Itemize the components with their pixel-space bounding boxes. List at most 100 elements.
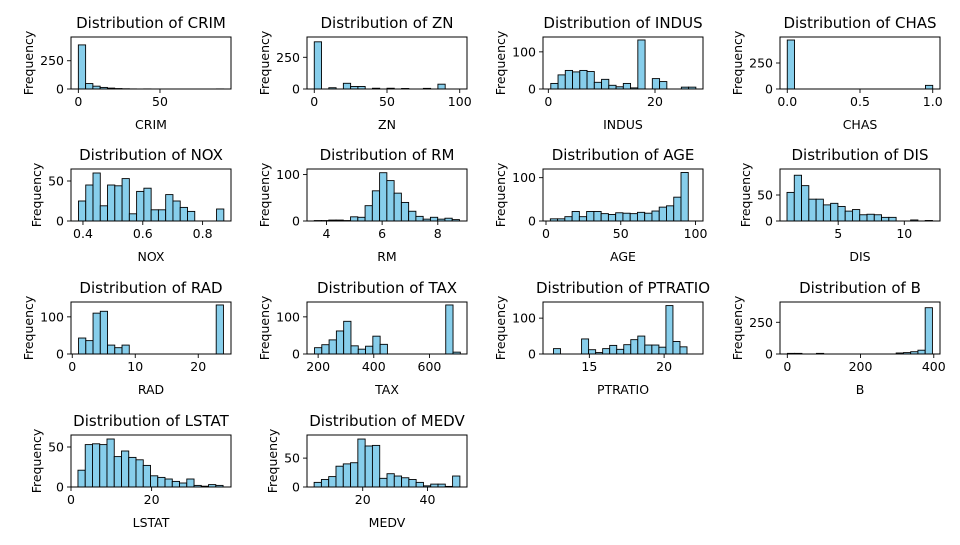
chart-2-bar	[572, 71, 581, 90]
chart-7-bar	[801, 185, 810, 222]
chart-3-ylabel: Frequency	[730, 30, 745, 95]
chart-12-axes-frame	[70, 434, 232, 488]
chart-10-bar	[665, 305, 674, 355]
chart-5-bar	[364, 205, 373, 222]
chart-6-ytick-label: 0	[528, 214, 536, 229]
chart-9-xtick-label: 400	[362, 359, 386, 374]
chart-3-xtick-label: 0.5	[850, 94, 870, 109]
chart-2-xlabel: INDUS	[603, 117, 643, 132]
chart-12-bar	[164, 478, 173, 488]
chart-13-xtick-label: 20	[355, 492, 371, 507]
chart-4-bar	[107, 184, 116, 222]
chart-5-xtick-label: 6	[378, 226, 386, 241]
chart-13-bar	[320, 479, 330, 488]
chart-9-bar	[379, 343, 388, 355]
chart-10-axes-frame	[542, 301, 704, 355]
chart-4-bar	[114, 185, 123, 222]
chart-12-bar	[150, 475, 159, 488]
chart-3-bar	[925, 84, 934, 90]
chart-12-bar	[99, 444, 108, 488]
chart-5-xtick-label: 8	[434, 226, 442, 241]
chart-10-bar	[581, 338, 590, 355]
chart-13-bar	[342, 463, 352, 488]
chart-12-bar	[77, 469, 86, 488]
chart-2-xtick-label: 20	[647, 94, 663, 109]
chart-7-bar	[786, 191, 795, 222]
chart-10-bar	[588, 349, 597, 355]
chart-0-axes-frame	[70, 36, 232, 90]
chart-1-xtick-label: 100	[448, 94, 472, 109]
chart-2-ytick-label: 100	[512, 44, 536, 59]
chart-7-ylabel: Frequency	[738, 162, 753, 227]
chart-6-bar	[651, 210, 660, 222]
chart-13-xtick-label: 40	[420, 492, 436, 507]
chart-2-axes-frame	[542, 36, 704, 90]
chart-7-bar	[873, 214, 883, 222]
chart-13-axes-frame	[306, 434, 468, 488]
chart-4-xtick-label: 0.6	[133, 226, 153, 241]
chart-3-ytick-label: 0	[765, 82, 773, 97]
chart-12-bar	[121, 450, 130, 488]
chart-10-bar	[623, 344, 632, 355]
chart-1-ytick-label: 250	[276, 50, 300, 65]
chart-2-bar	[586, 71, 595, 90]
chart-8-bar	[121, 344, 130, 355]
chart-9-xlabel: TAX	[374, 382, 399, 397]
chart-10-bar	[672, 341, 681, 355]
chart-13-bar	[379, 477, 388, 488]
chart-0-xtick-label: 0	[74, 94, 82, 109]
chart-5-title: Distribution of RM	[320, 146, 455, 164]
chart-2-bar	[601, 78, 610, 90]
chart-10-bar	[658, 346, 667, 355]
chart-7-bar	[830, 202, 839, 222]
chart-12-ylabel: Frequency	[29, 428, 44, 493]
chart-5-bar	[393, 192, 402, 222]
chart-10-bar	[553, 348, 561, 355]
chart-13-bar	[357, 438, 366, 488]
chart-4-title: Distribution of NOX	[79, 146, 223, 164]
chart-7-ytick-label: 0	[765, 214, 773, 229]
chart-5-bar	[408, 210, 417, 222]
chart-8-bar	[85, 340, 94, 355]
chart-4-bar	[136, 190, 145, 222]
chart-12-xlabel: LSTAT	[133, 515, 170, 530]
chart-0-title: Distribution of CRIM	[76, 14, 226, 32]
chart-10-xtick-label: 15	[581, 359, 597, 374]
chart-11-xtick-label: 0	[783, 359, 791, 374]
chart-11-bar	[924, 307, 933, 355]
chart-12-bar	[171, 480, 180, 488]
chart-0-bar	[77, 44, 87, 90]
chart-2-bar	[557, 74, 566, 90]
chart-2-bar	[651, 78, 661, 90]
chart-5-bar	[429, 216, 439, 222]
chart-5-bar	[357, 216, 366, 222]
chart-8-ytick-label: 100	[40, 309, 64, 324]
chart-1-bar	[437, 83, 446, 90]
chart-7-bar	[852, 209, 861, 222]
chart-10-xlabel: PTRATIO	[597, 382, 649, 397]
chart-8-title: Distribution of RAD	[79, 279, 222, 297]
chart-0-xlabel: CRIM	[135, 117, 167, 132]
chart-5-xtick-label: 4	[323, 226, 331, 241]
chart-9-title: Distribution of TAX	[317, 279, 457, 297]
chart-10-bar	[651, 344, 660, 355]
chart-6-bar	[680, 172, 689, 222]
chart-9-ytick-label: 0	[292, 347, 300, 362]
chart-1-bar	[342, 82, 352, 90]
chart-11-bar	[917, 349, 926, 355]
chart-4-bar	[121, 178, 130, 222]
chart-6-bar	[607, 214, 617, 222]
chart-13-title: Distribution of MEDV	[309, 412, 465, 430]
chart-7-bar	[859, 214, 868, 222]
chart-7-bar	[837, 205, 846, 222]
chart-4-bar	[179, 206, 188, 222]
chart-6-bar	[673, 196, 682, 222]
chart-6-bar	[564, 216, 573, 222]
chart-7-xtick-label: 10	[896, 226, 912, 241]
chart-4-bar	[157, 209, 167, 222]
chart-9-bar	[328, 339, 337, 355]
chart-5-bar	[379, 172, 388, 222]
chart-13-bar	[335, 465, 344, 488]
chart-10-bar	[616, 348, 625, 355]
chart-0-xtick-label: 50	[152, 94, 168, 109]
